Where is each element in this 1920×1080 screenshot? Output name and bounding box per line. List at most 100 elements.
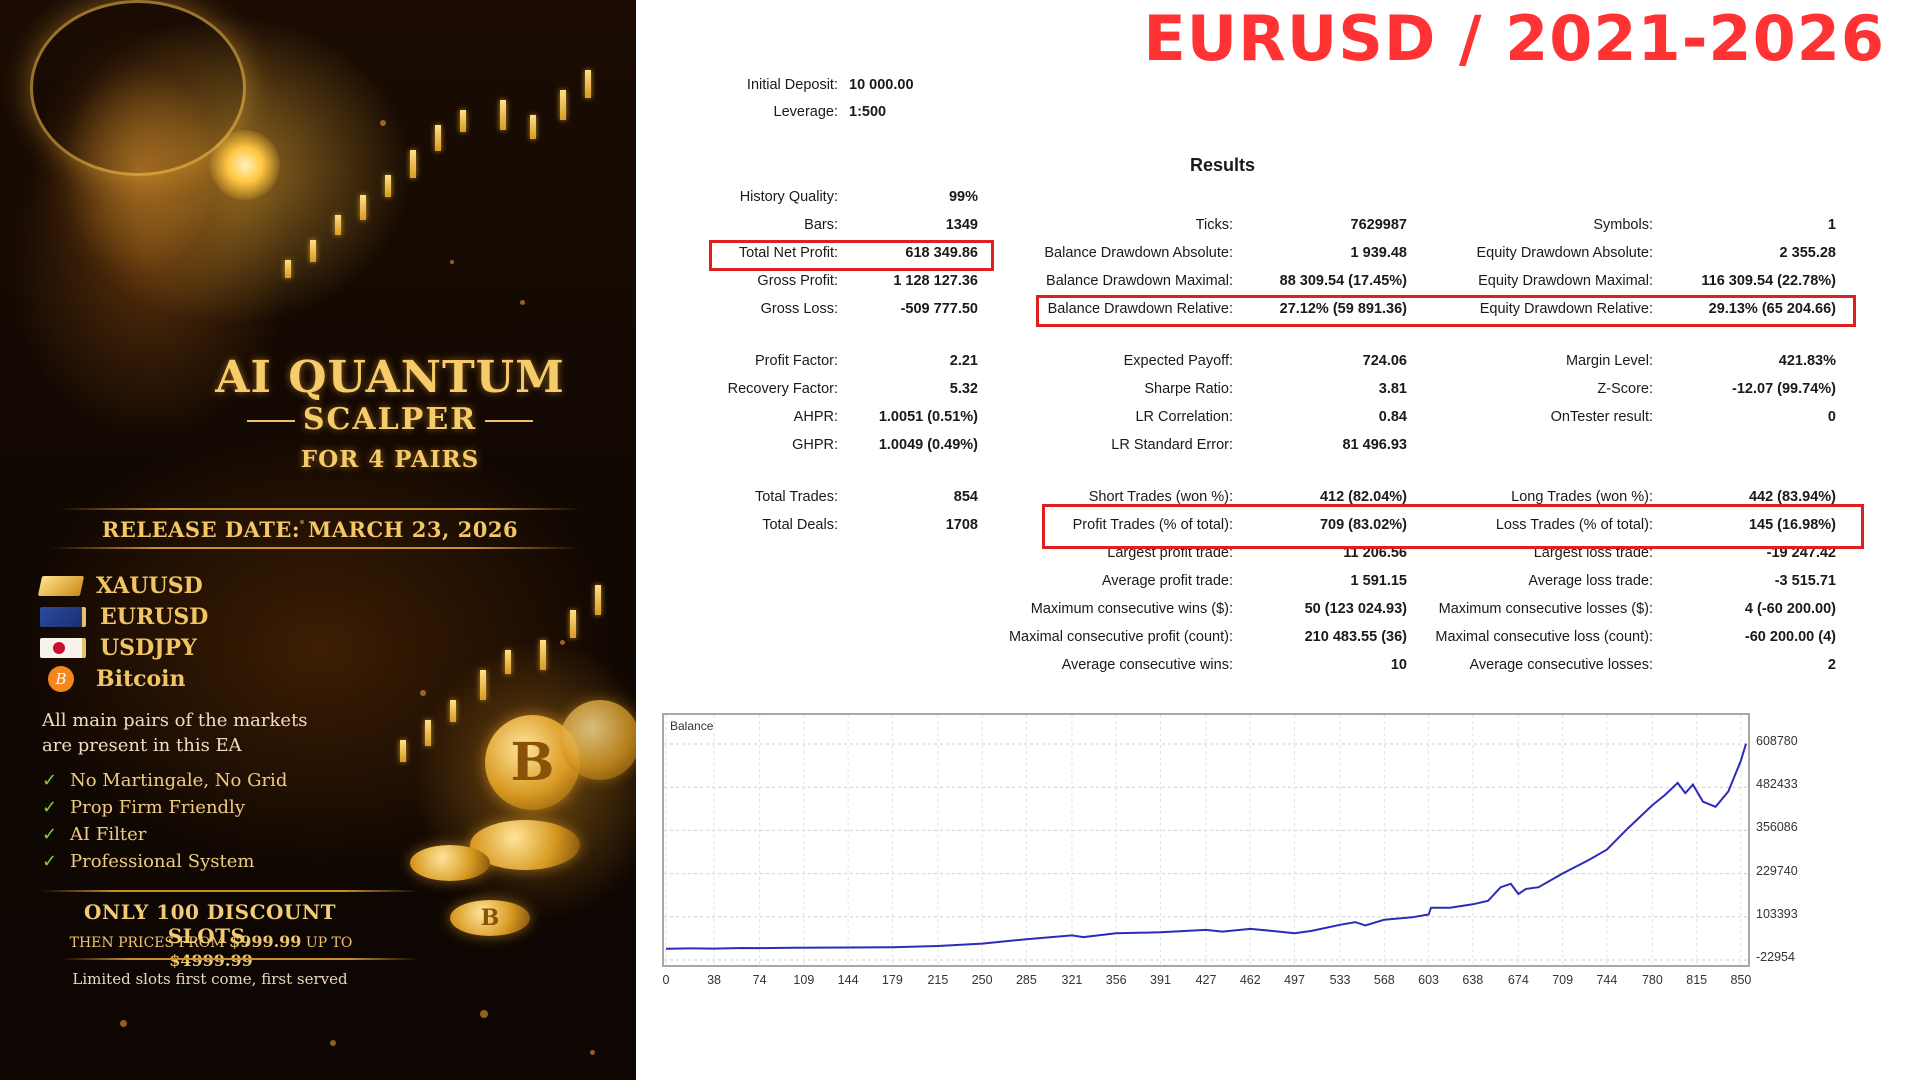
x-tick-label: 533 [1329,973,1351,987]
x-tick-label: 744 [1596,973,1618,987]
x-tick-label: 427 [1195,973,1217,987]
sparkle [560,640,565,645]
ontester-result-label: OnTester result: [1550,409,1653,425]
subtitle-text: SCALPER [302,402,478,437]
prices-prefix: THEN PRICES FROM [69,935,225,951]
coin-icon: B [450,900,530,936]
max-consecutive-wins-label: Maximum consecutive wins ($): [1030,601,1233,617]
balance-dd-relative-label: Balance Drawdown Relative: [1047,301,1233,317]
sharpe-ratio-value: 3.81 [1378,381,1407,397]
long-trades-label: Long Trades (won %): [1511,489,1653,505]
x-tick-label: 850 [1730,973,1752,987]
prices-mid: UP TO [305,935,353,951]
x-tick-label: 674 [1507,973,1529,987]
maximal-consecutive-loss-value: -60 200.00 (4) [1744,629,1836,645]
y-tick-label: -22954 [1756,950,1795,964]
x-tick-label: 568 [1373,973,1395,987]
coin-icon [410,845,490,881]
bars-label: Bars: [804,217,838,233]
balance-dd-maximal-value: 88 309.54 (17.45%) [1279,273,1407,289]
x-tick-label: 497 [1284,973,1305,987]
x-tick-label: 250 [971,973,993,987]
feature-label: No Martingale, No Grid [70,770,288,791]
profit-trades-label: Profit Trades (% of total): [1072,517,1233,533]
checkmark-icon: ✓ [42,797,58,818]
x-tick-label: 285 [1015,973,1037,987]
divider [40,890,420,892]
product-title: AI QUANTUM [215,352,565,403]
history-quality-label: History Quality: [739,189,838,205]
max-consecutive-losses-value: 4 (-60 200.00) [1744,601,1836,617]
x-tick-label: 391 [1150,973,1171,987]
lr-correlation-label: LR Correlation: [1135,409,1233,425]
average-loss-trade-label: Average loss trade: [1528,573,1653,589]
x-tick-label: 144 [837,973,859,987]
x-tick-label: 356 [1105,973,1127,987]
x-tick-label: 109 [793,973,815,987]
balance-dd-absolute-value: 1 939.48 [1350,245,1407,261]
x-tick-label: 38 [707,973,721,987]
sparkle [330,1040,336,1046]
feature-item: ✓ No Martingale, No Grid [42,767,287,794]
maximal-consecutive-loss-label: Maximal consecutive loss (count): [1435,629,1653,645]
coin-icon [560,700,636,780]
gross-profit-value: 1 128 127.36 [893,273,978,289]
x-tick-label: 179 [881,973,903,987]
ticks-label: Ticks: [1195,217,1233,233]
pairs-list: XAUUSD EURUSD USDJPY B Bitcoin [37,570,208,694]
product-subtitle: SCALPER [200,402,580,437]
z-score-label: Z-Score: [1597,381,1653,397]
divider [50,547,580,549]
feature-item: ✓ Professional System [42,848,287,875]
max-consecutive-losses-label: Maximum consecutive losses ($): [1438,601,1653,617]
ahpr-label: AHPR: [793,409,838,425]
sharpe-ratio-label: Sharpe Ratio: [1144,381,1233,397]
equity-dd-relative-value: 29.13% (65 204.66) [1708,301,1836,317]
initial-deposit-value: 10 000.00 [849,77,914,93]
loss-trades-value: 145 (16.98%) [1748,517,1836,533]
sparkle [420,690,426,696]
x-tick-label: 462 [1239,973,1261,987]
x-tick-label: 321 [1061,973,1083,987]
x-tick-label: 74 [752,973,767,987]
total-deals-value: 1708 [945,517,978,533]
sparkle [450,260,454,264]
leverage-label: Leverage: [773,104,839,120]
long-trades-value: 442 (83.94%) [1748,489,1836,505]
symbols-value: 1 [1827,217,1836,233]
sparkle [590,1050,595,1055]
results-title: Results [1190,155,1256,175]
balance-dd-relative-value: 27.12% (59 891.36) [1279,301,1407,317]
pairs-count: FOR 4 PAIRS [300,446,480,473]
sparkle [300,520,304,524]
gross-profit-label: Gross Profit: [757,273,838,289]
bitcoin-icon: B [48,665,74,692]
description-line: All main pairs of the markets [42,710,308,731]
pair-label: XAUUSD [96,572,203,599]
x-tick-label: 815 [1686,973,1708,987]
checkmark-icon: ✓ [42,824,58,845]
profit-factor-value: 2.21 [949,353,978,369]
x-tick-label: 709 [1552,973,1574,987]
expected-payoff-label: Expected Payoff: [1123,353,1233,369]
promo-banner: B B AI QUANTUM SCALPER FOR 4 PAIRS RELEA… [0,0,636,1080]
sparkle [480,1010,488,1018]
sparkle [380,120,386,126]
lr-standard-error-value: 81 496.93 [1342,437,1407,453]
average-profit-trade-value: 1 591.15 [1350,573,1407,589]
short-trades-value: 412 (82.04%) [1319,489,1407,505]
history-quality-value: 99% [948,189,978,205]
headline: EURUSD / 2021-2026 [1143,2,1885,75]
maximal-consecutive-profit-value: 210 483.55 (36) [1304,629,1407,645]
profit-trades-value: 709 (83.02%) [1319,517,1407,533]
symbols-label: Symbols: [1593,217,1653,233]
x-tick-label: 638 [1462,973,1484,987]
ticks-value: 7629987 [1350,217,1407,233]
y-tick-label: 229740 [1756,863,1798,878]
recovery-factor-value: 5.32 [949,381,978,397]
ghpr-label: GHPR: [792,437,838,453]
average-consecutive-wins-value: 10 [1390,657,1407,673]
ghpr-value: 1.0049 (0.49%) [878,437,978,453]
gross-loss-value: -509 777.50 [900,301,978,317]
pair-item-bitcoin: B Bitcoin [40,663,208,694]
